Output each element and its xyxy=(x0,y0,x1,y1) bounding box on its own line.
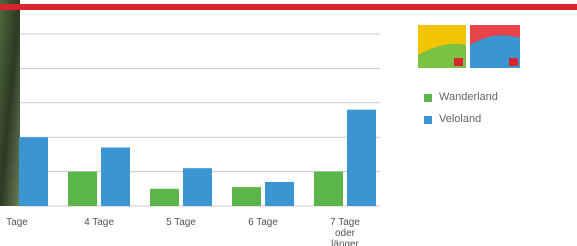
chart xyxy=(0,0,577,246)
bar xyxy=(150,189,179,206)
x-tick-label: 4 Tage xyxy=(74,217,124,228)
legend-label: Veloland xyxy=(439,113,481,125)
x-tick-label: 6 Tage xyxy=(238,217,288,228)
x-tick-label: 5 Tage xyxy=(156,217,206,228)
x-tick-label: 7 Tage oder länger xyxy=(320,217,370,246)
photo-strip xyxy=(0,0,20,206)
bar xyxy=(68,172,97,206)
logo xyxy=(418,25,520,68)
legend-swatch xyxy=(424,94,432,102)
bar xyxy=(314,172,343,206)
bar xyxy=(183,168,212,206)
bar xyxy=(232,187,261,206)
bar xyxy=(19,137,48,206)
bar xyxy=(347,110,376,206)
bar xyxy=(265,182,294,206)
page: Wanderland Veloland Tage 4 Tage 5 Tage 6 Ta… xyxy=(0,0,577,246)
legend-label: Wanderland xyxy=(439,91,498,103)
x-tick-label: Tage xyxy=(0,217,42,228)
header-bar xyxy=(0,4,577,10)
legend-swatch xyxy=(424,116,432,124)
bar xyxy=(101,148,130,206)
